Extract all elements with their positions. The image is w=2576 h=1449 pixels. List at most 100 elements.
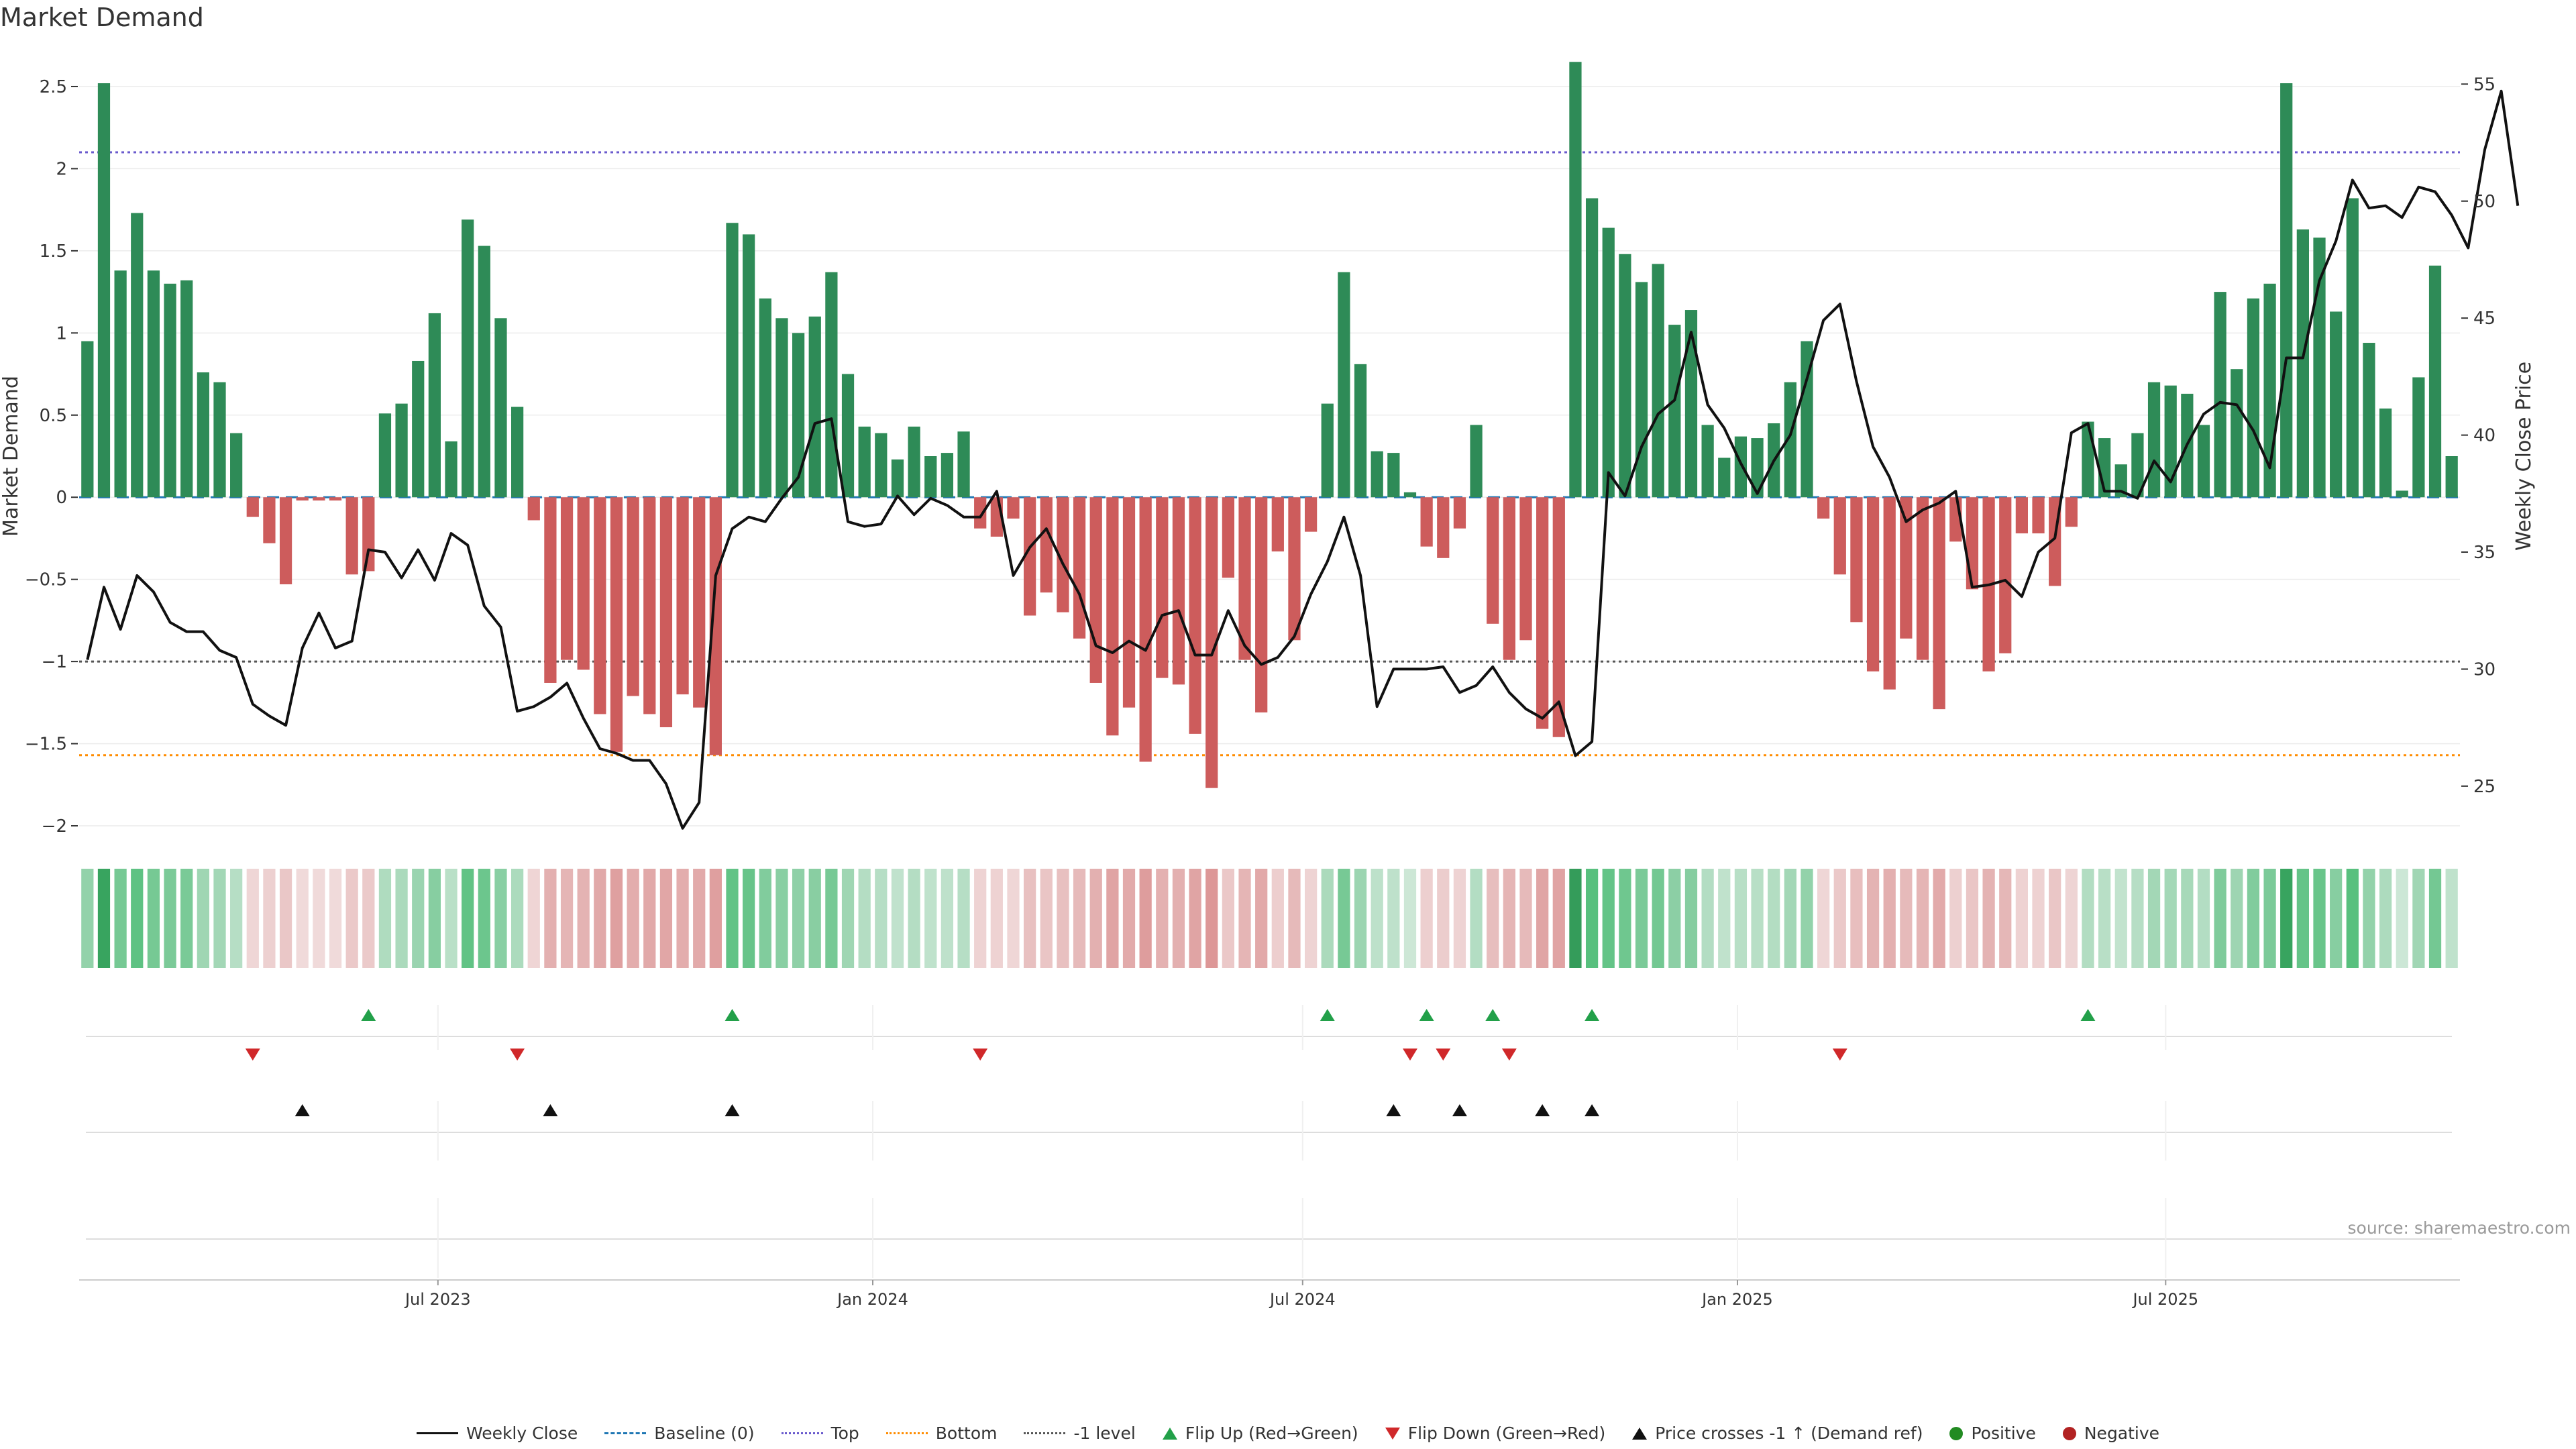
demand-bar [908, 426, 920, 498]
demand-bar [1850, 497, 1863, 623]
demand-strip-cell [2412, 869, 2425, 968]
demand-strip-cell [2164, 869, 2177, 968]
demand-bar [2445, 456, 2458, 498]
demand-strip-cell [1371, 869, 1383, 968]
demand-bar [1271, 497, 1284, 552]
demand-bar [974, 497, 987, 529]
demand-strip-cell [610, 869, 623, 968]
demand-strip-cell [2197, 869, 2210, 968]
y-tick-label: 0 [56, 488, 67, 508]
demand-strip-cell [1817, 869, 1830, 968]
demand-strip-cell [1205, 869, 1218, 968]
demand-strip-cell [1172, 869, 1185, 968]
demand-bar [197, 372, 209, 498]
legend-positive: Positive [1949, 1424, 2036, 1443]
demand-strip-cell [1271, 869, 1284, 968]
price-cross-marker [543, 1104, 558, 1116]
demand-strip-cell [1288, 869, 1301, 968]
demand-strip-cell [345, 869, 358, 968]
demand-strip-cell [1222, 869, 1235, 968]
y-tick-label: −2 [42, 816, 67, 837]
source-credit: source: sharemaestro.com [2347, 1218, 2571, 1238]
demand-bar [594, 497, 606, 714]
demand-strip-cell [1751, 869, 1764, 968]
demand-bar [1040, 497, 1053, 593]
legend-top: Top [781, 1424, 859, 1443]
demand-strip-cell [1073, 869, 1086, 968]
demand-strip-cell [1304, 869, 1318, 968]
flip-up-marker [1585, 1009, 1600, 1021]
demand-strip-cell [908, 869, 920, 968]
demand-strip-cell [1057, 869, 1069, 968]
demand-strip-cell [775, 869, 788, 968]
y2-tick-label: 25 [2473, 777, 2496, 797]
flip-down-marker [1436, 1049, 1451, 1061]
flip-up-marker [724, 1009, 740, 1021]
demand-bar [2015, 497, 2029, 534]
demand-bar [2164, 385, 2177, 498]
demand-strip-cell [858, 869, 871, 968]
demand-bar [1238, 497, 1251, 660]
demand-strip-cell [2296, 869, 2309, 968]
y2-tick-label: 45 [2473, 309, 2496, 329]
demand-bar [478, 246, 490, 498]
demand-bar [1156, 497, 1169, 678]
price-cross-marker [1585, 1104, 1600, 1116]
demand-bar [2363, 343, 2375, 498]
demand-bar [577, 497, 590, 670]
y2-tick-label: 30 [2473, 659, 2496, 680]
demand-bar [2032, 497, 2045, 534]
x-tick-label: Jul 2023 [404, 1290, 471, 1309]
demand-bar [1519, 497, 1532, 641]
legend-bottom-swatch [885, 1432, 928, 1434]
legend-bottom: Bottom [885, 1424, 997, 1443]
demand-bar [1470, 425, 1483, 498]
demand-bar [2428, 265, 2442, 498]
demand-bar [2296, 229, 2309, 498]
demand-bar [1205, 497, 1218, 788]
demand-strip-cell [1122, 869, 1136, 968]
demand-strip-cell [1801, 869, 1813, 968]
flip-up-marker [1419, 1009, 1434, 1021]
demand-bar [2114, 464, 2127, 498]
chart-title: Market Demand [0, 3, 204, 32]
demand-bar [2379, 408, 2392, 498]
demand-bar [1007, 497, 1020, 519]
demand-bar [2346, 198, 2359, 498]
flip-down-marker [973, 1049, 988, 1061]
demand-strip-cell [1403, 869, 1417, 968]
y-axis-title: Market Demand [0, 376, 23, 537]
demand-bar [924, 456, 937, 498]
demand-bar [527, 497, 540, 521]
demand-strip-cell [511, 869, 524, 968]
demand-strip-cell [1024, 869, 1036, 968]
demand-strip-cell [1487, 869, 1499, 968]
demand-bar [428, 313, 441, 498]
legend-label: Flip Down (Green→Red) [1407, 1424, 1606, 1443]
demand-bar [560, 497, 574, 660]
x-tick-label: Jan 2025 [1701, 1290, 1773, 1309]
demand-strip-cell [395, 869, 408, 968]
demand-strip-cell [329, 869, 342, 968]
legend-label: Flip Up (Red→Green) [1185, 1424, 1358, 1443]
demand-bar [1966, 497, 1979, 590]
demand-strip-cell [2396, 869, 2408, 968]
demand-bar [875, 433, 888, 498]
legend-minus-one-swatch [1024, 1432, 1066, 1434]
demand-strip-cell [2082, 869, 2094, 968]
demand-strip-cell [428, 869, 441, 968]
demand-strip-cell [1866, 869, 1880, 968]
demand-strip-cell [1784, 869, 1796, 968]
demand-strip-cell [627, 869, 639, 968]
demand-strip-cell [643, 869, 656, 968]
demand-bar [2082, 421, 2094, 498]
demand-strip-cell [2231, 869, 2243, 968]
price-cross-marker [1452, 1104, 1467, 1116]
demand-bar [659, 497, 673, 728]
demand-bar [2313, 237, 2326, 498]
demand-strip-cell [1503, 869, 1515, 968]
demand-strip-cell [445, 869, 458, 968]
demand-strip-cell [974, 869, 987, 968]
demand-strip-cell [1139, 869, 1152, 968]
demand-strip-cell [1916, 869, 1929, 968]
